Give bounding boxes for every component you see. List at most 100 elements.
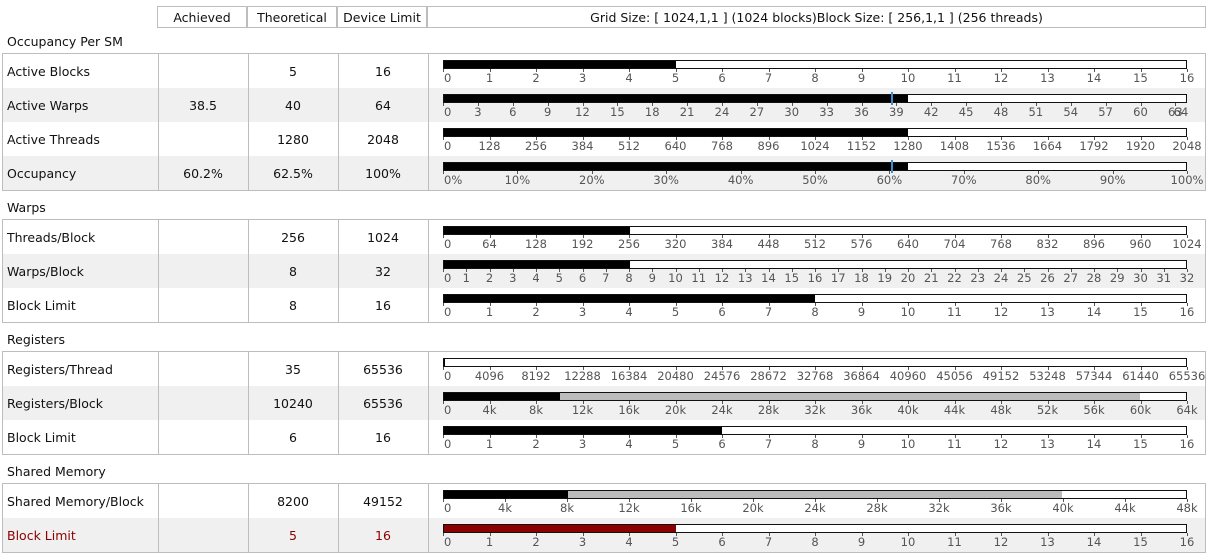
- axis-tick: [1112, 171, 1114, 174]
- axis-tick: [1001, 401, 1002, 404]
- axis-tick: [722, 69, 723, 72]
- axis-tick: [675, 401, 677, 404]
- theoretical-value: 5: [289, 527, 297, 543]
- header-device-limit[interactable]: Device Limit: [337, 6, 427, 28]
- axis-tick: [861, 269, 863, 272]
- axis-tick-label: 2: [532, 305, 540, 319]
- axis-tick-label: 768: [711, 139, 733, 153]
- axis-tick: [536, 303, 537, 306]
- column-divider: [338, 220, 339, 322]
- axis-tick: [931, 269, 933, 272]
- axis-tick-label: 4: [532, 271, 540, 285]
- axis-tick-label: 13: [1040, 305, 1055, 319]
- axis-tick-label: 15: [1133, 437, 1148, 451]
- usage-bar: [443, 260, 1187, 269]
- axis-tick: [1047, 303, 1049, 306]
- table-row[interactable]: Shared Memory/Block 8200 49152 0 4k 8k 12k 16k 2…: [3, 484, 1205, 518]
- axis-tick-label: 20%: [579, 173, 605, 187]
- table-row[interactable]: Registers/Thread 35 65536 0 4096 8192 12288 163…: [3, 352, 1205, 386]
- header-theoretical[interactable]: Theoretical: [247, 6, 337, 28]
- table-row[interactable]: Warps/Block 8 32 0 1 2 3 4 5 6 7 8 9 10 11 12 13 14 15 16 17…: [3, 254, 1205, 288]
- axis-tick: [768, 69, 770, 72]
- axis-tick: [1001, 533, 1002, 536]
- theoretical-fill: [444, 427, 723, 434]
- axis-tick: [908, 269, 909, 272]
- axis-tick: [861, 103, 863, 106]
- axis-tick-label: 16: [1179, 437, 1195, 451]
- table-row[interactable]: Active Blocks 5 16 0 1 2 3 4 5 6 7 8 9 10 11 12 13 14 15 16: [3, 54, 1205, 88]
- axis-tick-label: 6: [718, 71, 726, 85]
- axis-tick: [815, 269, 816, 272]
- axis-tick: [1187, 303, 1188, 306]
- axis-tick: [768, 435, 770, 438]
- table-row[interactable]: Active Threads 1280 2048 0 128 256 384 512 640 76…: [3, 122, 1205, 156]
- section-title-occupancy-per-sm: Occupancy Per SM: [7, 34, 123, 49]
- achieved-value: [158, 122, 248, 156]
- axis-tick-label: 24k: [804, 501, 826, 515]
- axis-tick: [629, 69, 630, 72]
- axis-tick-label: 24576: [703, 369, 741, 383]
- axis-tick-label: 48k: [990, 403, 1012, 417]
- axis-tick: [1001, 367, 1002, 370]
- axis-tick-label: 80%: [1025, 173, 1051, 187]
- achieved-value: [158, 254, 248, 288]
- table-row[interactable]: Block Limit 6 16 0 1 2 3 4 5 6 7 8 9 10 11 12 13 14 15 16: [3, 420, 1205, 454]
- section-title-registers: Registers: [7, 332, 65, 347]
- axis-tick-label: 3: [474, 105, 482, 119]
- unused-capacity-fill: [444, 491, 1063, 498]
- axis-tick: [1163, 269, 1165, 272]
- axis-tick-label: 10: [668, 271, 683, 285]
- table-row[interactable]: Threads/Block 256 1024 0 64 128 192 256 320 384 44…: [3, 220, 1205, 254]
- axis-tick-label: 12: [575, 105, 590, 119]
- axis-tick: [443, 499, 444, 502]
- axis-tick: [567, 499, 568, 502]
- axis-tick-label: 3: [509, 271, 517, 285]
- axis-tick-label: 22: [947, 271, 962, 285]
- table-row[interactable]: Block Limit 8 16 0 1 2 3 4 5 6 7 8 9 10 11 12 13 14 15 16: [3, 288, 1205, 322]
- axis-tick-label: 128: [478, 139, 501, 153]
- axis-tick: [675, 269, 677, 272]
- axis-tick: [1187, 171, 1188, 174]
- axis-tick-label: 8: [625, 271, 633, 285]
- axis-tick: [861, 235, 863, 238]
- axis-tick: [443, 235, 444, 238]
- axis-tick-label: 13: [1040, 437, 1055, 451]
- axis-tick-label: 640: [897, 237, 919, 251]
- axis-tick-label: 25: [1016, 271, 1032, 285]
- axis-tick: [861, 367, 863, 370]
- device-limit-value: 64: [375, 97, 391, 113]
- axis-tick: [768, 235, 770, 238]
- axis-tick: [489, 137, 491, 140]
- axis-tick: [966, 103, 968, 106]
- row-label: Registers/Block: [7, 395, 103, 411]
- table-row[interactable]: Registers/Block 10240 65536 0 4k 8k 12k 16k 20k 2…: [3, 386, 1205, 420]
- axis-tick-label: 9: [857, 535, 866, 549]
- theoretical-value: 5: [289, 63, 297, 79]
- axis-tick-label: 6: [578, 271, 587, 285]
- header-grid-info[interactable]: Grid Size: [ 1024,1,1 ] (1024 blocks)Blo…: [427, 6, 1206, 28]
- theoretical-fill: [444, 129, 908, 136]
- axis-tick: [691, 499, 692, 502]
- axis-tick: [954, 137, 956, 140]
- axis-tick: [954, 401, 956, 404]
- axis-tick-label: 32: [1179, 271, 1195, 285]
- axis-tick-label: 29: [1109, 271, 1125, 285]
- header-achieved[interactable]: Achieved: [157, 6, 247, 28]
- axis-tick: [884, 269, 886, 272]
- table-row[interactable]: Block Limit 5 16 0 1 2 3 4 5 6 7 8 9 10 11 12 13 14 15 16: [3, 518, 1205, 552]
- axis-tick: [861, 401, 863, 404]
- table-row[interactable]: Occupancy 60.2% 62.5% 100% 0% 10% 20% 30% 40% 50%…: [3, 156, 1205, 190]
- theoretical-value: 10240: [273, 395, 313, 411]
- axis-tick-label: 21: [923, 271, 939, 285]
- axis-tick-label: 27: [749, 105, 765, 119]
- axis-tick: [536, 137, 537, 140]
- row-label: Block Limit: [7, 527, 76, 543]
- axis-tick: [756, 103, 758, 106]
- axis-tick-label: 8192: [521, 369, 551, 383]
- row-label: Threads/Block: [7, 229, 96, 245]
- axis-tick-label: 100%: [1170, 173, 1204, 187]
- axis-tick: [582, 269, 584, 272]
- axis-tick-label: 40k: [897, 403, 919, 417]
- axis-tick-label: 15: [1133, 535, 1148, 549]
- table-row[interactable]: Active Warps 38.5 40 64 0 3 6 9 12 15 18 21 24 27 30 33…: [3, 88, 1205, 122]
